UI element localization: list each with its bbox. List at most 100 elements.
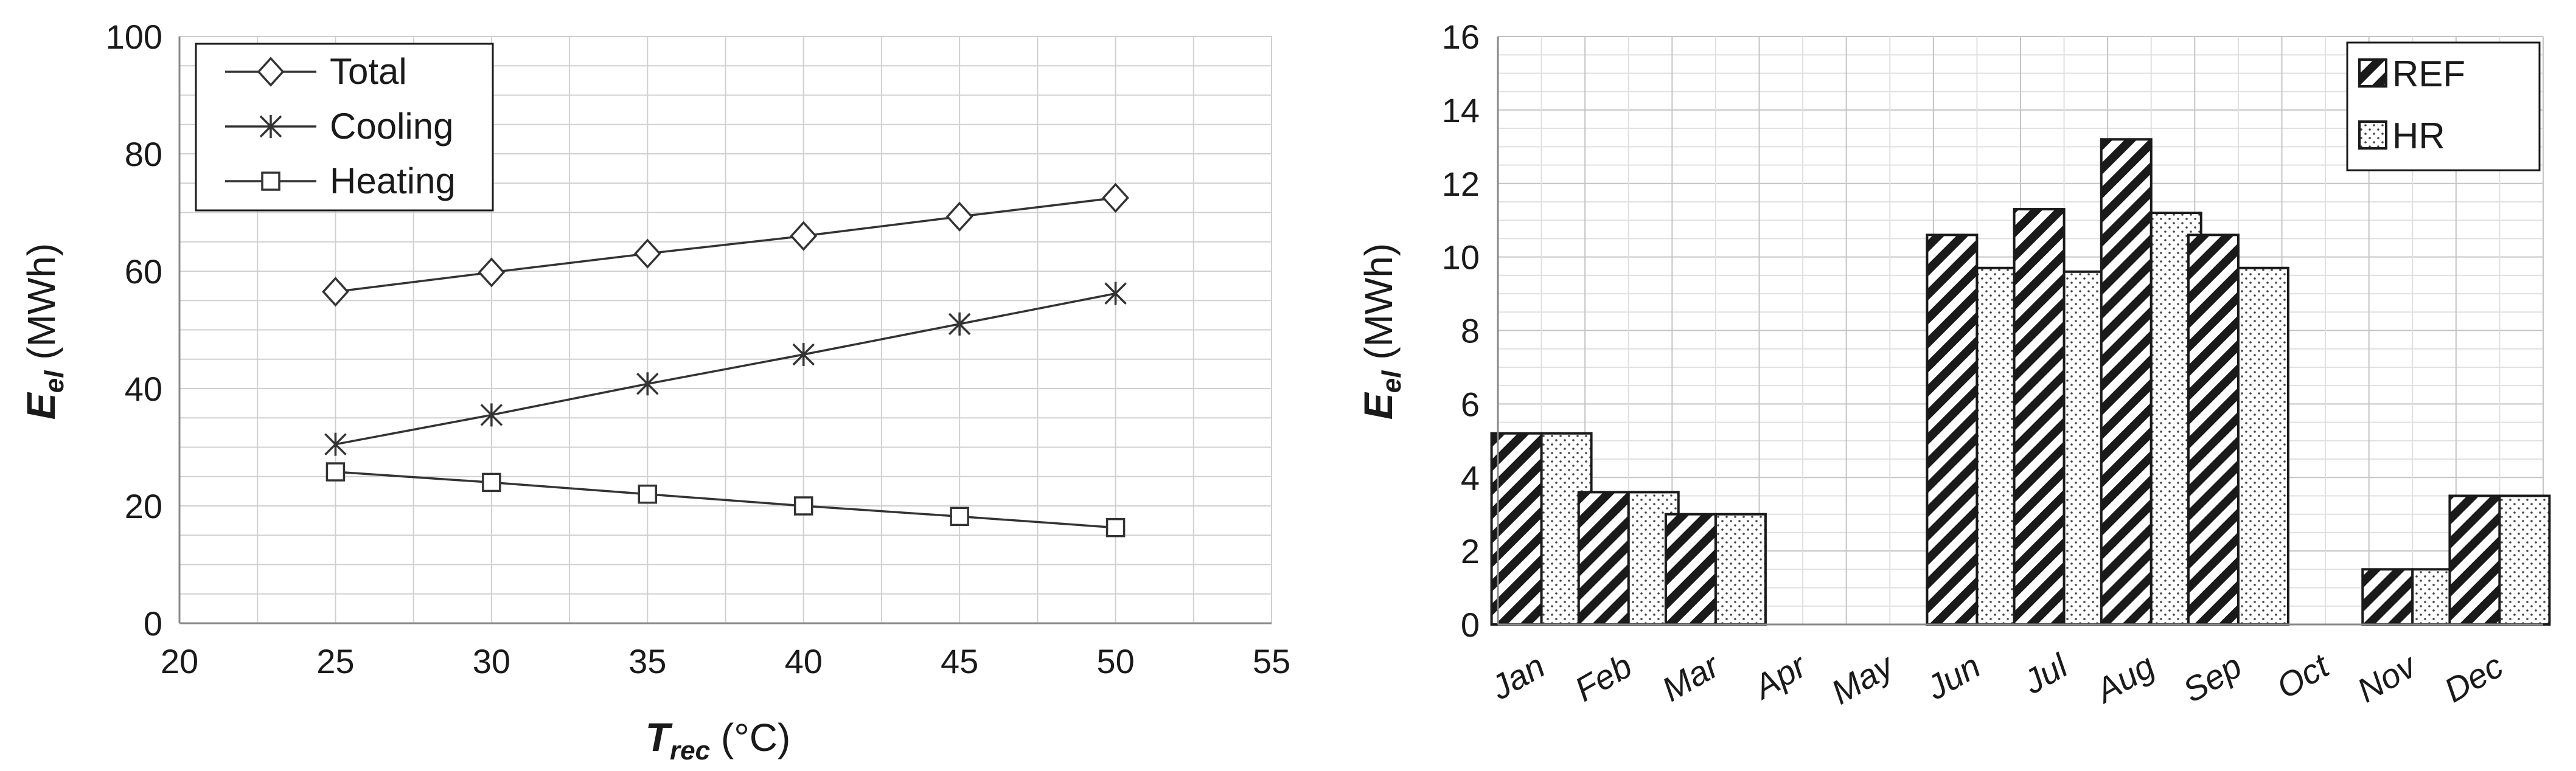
x-label-unit: (°C) <box>710 716 790 759</box>
bar-hr-sep <box>2237 266 2289 626</box>
bar-ref-jul <box>2013 208 2066 626</box>
y-tick-label: 6 <box>1461 385 1480 423</box>
x-tick-label: Jun <box>1920 646 1987 707</box>
bar-ref-feb <box>1577 491 1630 626</box>
bar-y-label-unit: (MWh) <box>1357 243 1401 371</box>
data-point-total <box>322 277 349 307</box>
data-point-heating <box>793 496 813 516</box>
bar-chart-axes <box>1497 36 2543 626</box>
x-tick-label: Jan <box>1484 646 1551 707</box>
x-tick-label: Nov <box>2350 645 2423 710</box>
line-chart-series <box>322 182 1129 538</box>
x-tick-label: 35 <box>628 642 666 680</box>
bar-hr-mar <box>1714 513 1767 626</box>
bar-ref-aug <box>2100 138 2153 626</box>
y-label-sub: el <box>40 370 69 393</box>
series-line-cooling <box>335 292 1116 446</box>
bar-hr-dec <box>2498 494 2551 626</box>
data-point-total <box>790 221 818 251</box>
legend-marker-cooling <box>259 115 282 138</box>
x-tick-label: 45 <box>941 642 978 680</box>
x-tick-label: Oct <box>2270 646 2336 706</box>
y-tick-label: 0 <box>1461 606 1480 644</box>
line-chart-legend: Total Cooling Heating <box>195 43 494 212</box>
data-point-heating <box>950 507 969 527</box>
data-point-cooling <box>1104 282 1127 305</box>
x-tick-label: Aug <box>2087 646 2160 711</box>
y-label-unit: (MWh) <box>19 243 63 371</box>
x-tick-label: 20 <box>161 642 198 680</box>
y-tick-label: 20 <box>125 487 162 525</box>
line-chart-y-label: Eel (MWh) <box>18 243 69 420</box>
data-point-heating <box>1105 517 1126 538</box>
x-tick-label: 50 <box>1096 642 1134 680</box>
data-point-total <box>478 257 506 288</box>
line-chart-x-label: Trec (°C) <box>646 714 791 766</box>
y-tick-label: 60 <box>125 252 162 291</box>
legend-marker-heating <box>261 171 280 191</box>
bar-ref-jun <box>1926 233 1979 626</box>
legend-label-cooling: Cooling <box>330 106 453 147</box>
line-chart-grid <box>179 36 1272 624</box>
legend-swatch-ref <box>2358 58 2387 88</box>
x-tick-label: Apr <box>1746 646 1814 707</box>
data-point-heating <box>325 462 346 482</box>
x-tick-label: Sep <box>2176 646 2248 710</box>
y-tick-label: 14 <box>1442 91 1480 130</box>
x-tick-label: 40 <box>785 642 823 680</box>
data-point-cooling <box>324 432 347 456</box>
y-tick-label: 10 <box>1442 238 1480 277</box>
x-tick-label: 55 <box>1253 642 1290 680</box>
legend-label-hr: HR <box>2392 116 2445 156</box>
bar-chart-y-label: Eel (MWh) <box>1356 243 1407 420</box>
y-tick-label: 8 <box>1461 312 1480 350</box>
x-label-sub: rec <box>670 736 710 766</box>
x-tick-label: 25 <box>316 642 354 680</box>
y-tick-label: 16 <box>1442 18 1480 56</box>
y-tick-label: 2 <box>1461 532 1480 570</box>
data-point-heating <box>482 472 501 493</box>
x-tick-label: Mar <box>1655 646 1727 709</box>
y-tick-label: 80 <box>125 135 162 173</box>
legend-label-heating: Heating <box>330 161 456 201</box>
legend-marker-total <box>257 57 285 87</box>
data-point-total <box>1102 182 1129 213</box>
data-point-total <box>945 201 973 232</box>
legend-swatch-hr <box>2358 120 2387 150</box>
y-tick-label: 100 <box>106 18 162 56</box>
x-tick-label: 30 <box>473 642 510 680</box>
bar-chart: Jan Feb Mar Apr May Jun Jul Aug Sep Oct Nov Dec 0 2 4 6… <box>1356 18 2551 711</box>
bar-ref-dec <box>2448 494 2501 626</box>
y-tick-label: 40 <box>125 370 162 408</box>
series-line-total <box>335 196 1116 293</box>
x-tick-label: Feb <box>1568 646 1638 709</box>
bar-chart-legend: REF HR <box>2346 41 2541 171</box>
x-tick-label: May <box>1825 645 1901 711</box>
data-point-heating <box>638 484 658 504</box>
x-tick-label: Jul <box>2016 646 2075 702</box>
series-line-heating <box>335 471 1116 529</box>
data-point-total <box>633 238 661 269</box>
y-tick-label: 0 <box>144 604 162 643</box>
data-point-cooling <box>636 372 659 396</box>
bar-y-label-main: E <box>1356 392 1401 420</box>
legend-label-ref: REF <box>2392 54 2465 94</box>
data-point-cooling <box>480 403 503 427</box>
y-tick-label: 12 <box>1442 165 1480 203</box>
data-point-cooling <box>948 312 971 336</box>
legend-label-total: Total <box>330 51 407 92</box>
bar-ref-mar <box>1664 513 1717 626</box>
bar-ref-sep <box>2187 233 2240 626</box>
bar-ref-nov <box>2361 568 2414 626</box>
line-chart-axes <box>178 36 1272 624</box>
x-label-main: T <box>646 714 673 759</box>
y-label-main: E <box>18 392 63 420</box>
data-point-cooling <box>792 343 815 367</box>
bar-y-label-sub: el <box>1377 370 1407 393</box>
bar-ref-jan <box>1490 432 1543 626</box>
bar-chart-bars <box>1490 138 2551 626</box>
y-tick-label: 4 <box>1461 458 1480 497</box>
